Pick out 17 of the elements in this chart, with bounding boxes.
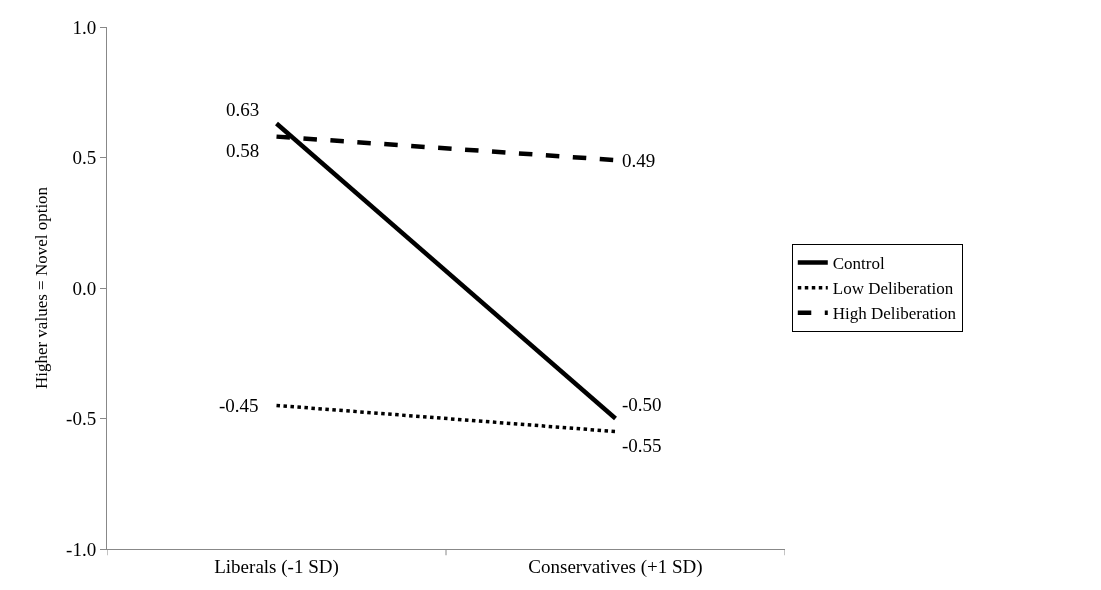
legend-label: High Deliberation xyxy=(832,304,957,324)
y-tick-label: 1.0 xyxy=(72,16,97,38)
legend-label: Control xyxy=(832,254,885,274)
data-label: 0.49 xyxy=(622,150,656,171)
y-tick-label: 0.5 xyxy=(72,147,97,169)
data-label: 0.63 xyxy=(226,99,260,120)
data-label: 0.58 xyxy=(226,140,260,161)
data-label: -0.45 xyxy=(219,395,259,416)
y-tick-label: -1.0 xyxy=(66,538,97,560)
legend-label: Low Deliberation xyxy=(832,279,954,299)
y-tick-label: 0.0 xyxy=(72,277,97,299)
y-axis-title: Higher values = Novel option xyxy=(31,186,51,390)
data-label: -0.55 xyxy=(622,435,662,456)
x-tick-label: Conservatives (+1 SD) xyxy=(528,555,703,578)
x-tick-label: Liberals (-1 SD) xyxy=(214,555,339,578)
data-label: -0.50 xyxy=(622,394,662,415)
y-tick-label: -0.5 xyxy=(66,408,97,430)
